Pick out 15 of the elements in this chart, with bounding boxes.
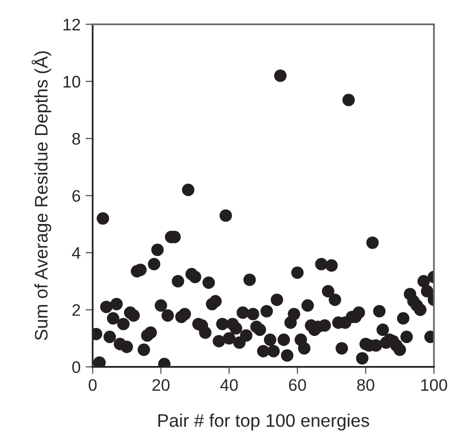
y-tick-label: 8 (72, 132, 80, 145)
y-tick-label: 2 (72, 304, 80, 316)
x-tick-label: 80 (357, 379, 374, 391)
y-axis-title: Sum of Average Residue Depths (Å) (32, 51, 52, 340)
x-tick-label: 20 (152, 379, 170, 391)
x-tick-label: 100 (421, 379, 448, 391)
y-tick-label: 10 (64, 76, 80, 88)
y-tick-label: 6 (72, 190, 80, 202)
y-tick-label: 4 (72, 247, 80, 259)
x-tick-label: 60 (288, 379, 306, 391)
x-tick-label: 40 (220, 379, 238, 391)
y-tick-label: 12 (64, 18, 80, 30)
x-axis-title: Pair # for top 100 energies (158, 414, 370, 430)
x-tick-label: 0 (88, 379, 97, 391)
y-tick-label: 0 (72, 361, 80, 374)
